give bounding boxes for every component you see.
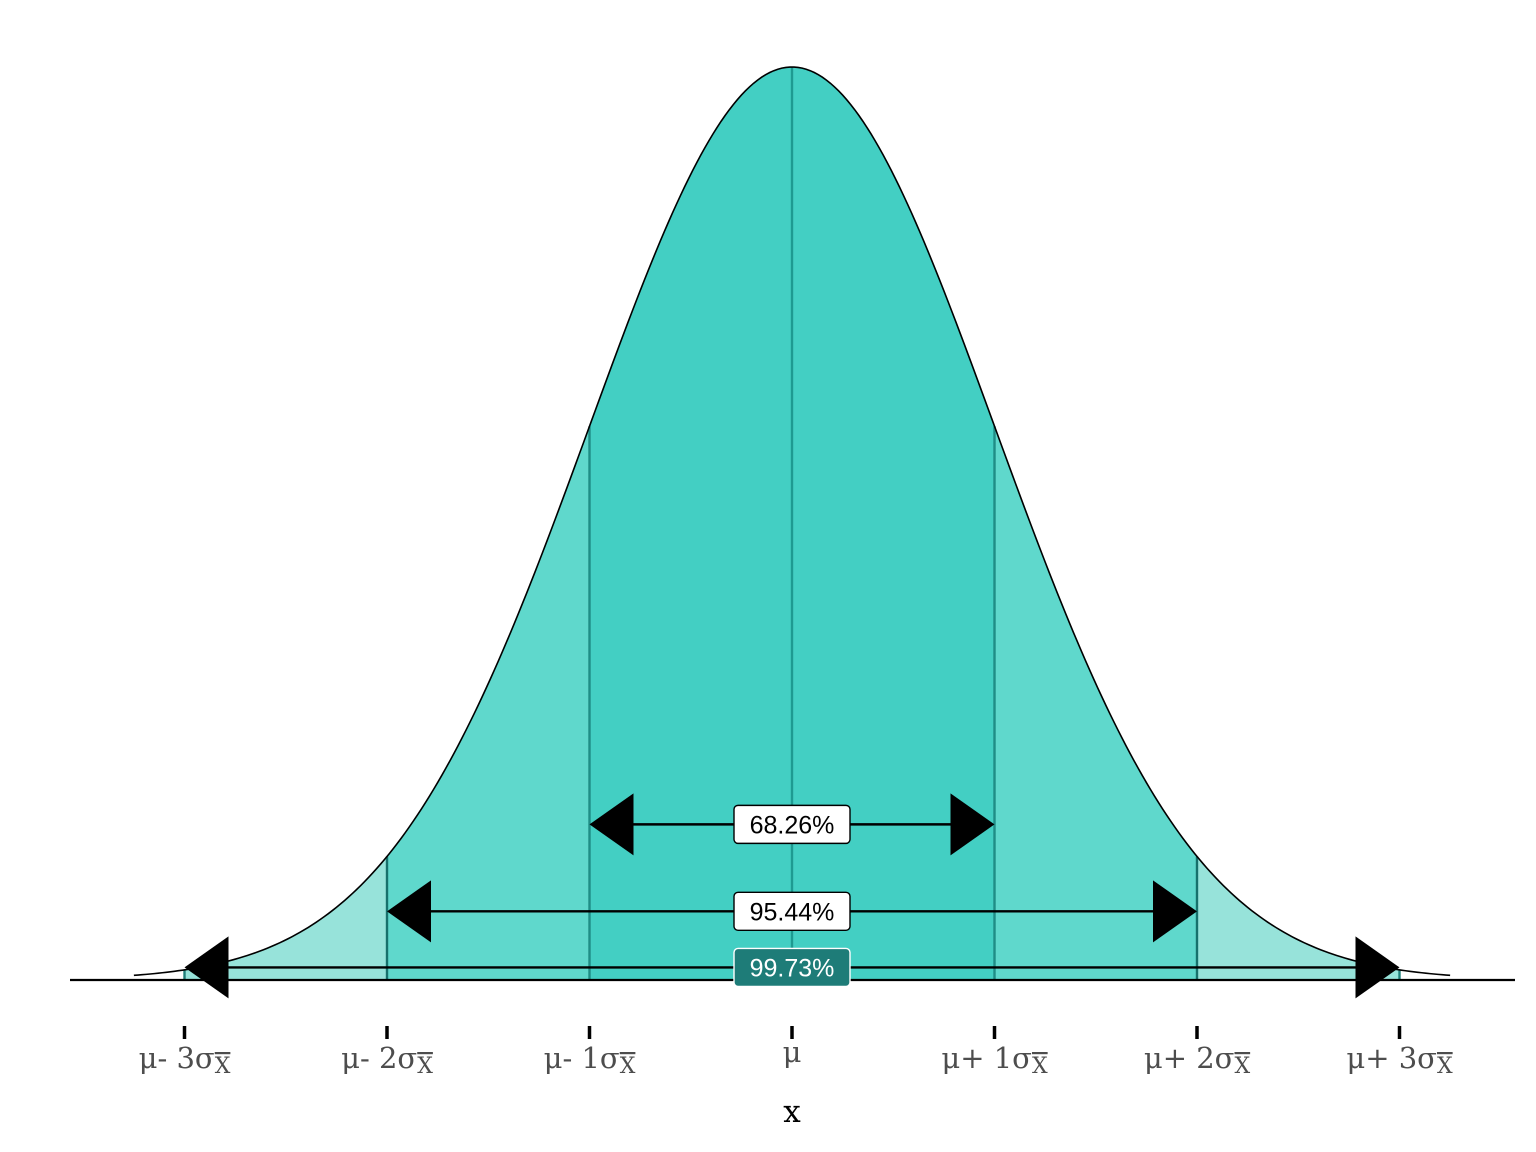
arrowhead-left <box>589 793 634 856</box>
x-axis-ticks: μ- 3σX μ- 2σX μ- 1σX μ μ+ 1σX μ+ 2σX μ+ 3σX <box>139 1026 1453 1079</box>
tick-label: μ <box>783 1035 802 1069</box>
arrowhead-right <box>1355 936 1400 999</box>
tick-label: μ+ 3σX <box>1346 1041 1453 1079</box>
tick-label: μ- 1σX <box>544 1041 636 1079</box>
interval-arrows: 68.26% 95.44% 99.73% <box>184 793 1400 999</box>
tick-label: μ+ 1σX <box>941 1041 1048 1079</box>
interval-label-box <box>733 804 851 845</box>
tick-label: μ+ 2σX <box>1144 1041 1251 1079</box>
tick-label: μ- 2σX <box>341 1041 433 1079</box>
interval-label: 68.26% <box>750 811 835 839</box>
interval-label: 99.73% <box>750 954 835 982</box>
interval-label-box <box>733 891 851 932</box>
x-axis-title: x <box>783 1094 801 1130</box>
arrowhead-left <box>184 936 229 999</box>
arrowhead-right <box>950 793 995 856</box>
interval-label: 95.44% <box>750 898 835 926</box>
tick-label: μ- 3σX <box>139 1041 231 1079</box>
arrowhead-right <box>1153 880 1197 943</box>
interval-label-box <box>733 947 851 988</box>
arrowhead-left <box>387 880 431 943</box>
density-curve <box>133 66 1451 977</box>
